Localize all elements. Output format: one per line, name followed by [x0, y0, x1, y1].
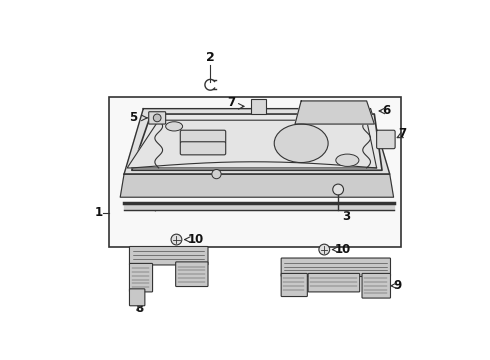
Ellipse shape: [274, 124, 328, 163]
FancyBboxPatch shape: [281, 258, 391, 276]
Text: 3: 3: [342, 210, 350, 223]
Polygon shape: [127, 120, 377, 168]
Text: 1: 1: [95, 206, 102, 219]
FancyBboxPatch shape: [180, 130, 226, 143]
Circle shape: [333, 184, 343, 195]
FancyBboxPatch shape: [308, 274, 360, 292]
Text: 9: 9: [393, 279, 402, 292]
FancyBboxPatch shape: [180, 142, 226, 155]
Text: 7: 7: [227, 96, 236, 109]
Bar: [109, 97, 401, 247]
Text: 8: 8: [136, 302, 144, 315]
Text: 6: 6: [382, 104, 390, 117]
FancyBboxPatch shape: [377, 130, 395, 149]
FancyBboxPatch shape: [149, 112, 166, 124]
Circle shape: [171, 234, 182, 245]
FancyBboxPatch shape: [175, 262, 208, 287]
FancyBboxPatch shape: [129, 289, 145, 306]
Text: 5: 5: [129, 111, 137, 125]
Polygon shape: [295, 101, 374, 124]
FancyBboxPatch shape: [362, 274, 391, 298]
Circle shape: [212, 170, 221, 179]
Ellipse shape: [166, 122, 183, 131]
Text: 4: 4: [148, 202, 156, 215]
Text: 10: 10: [335, 243, 351, 256]
FancyBboxPatch shape: [129, 264, 152, 292]
Text: 7: 7: [398, 127, 406, 140]
Polygon shape: [120, 174, 393, 197]
Text: 2: 2: [206, 50, 215, 64]
Circle shape: [153, 114, 161, 122]
Polygon shape: [124, 109, 390, 174]
Circle shape: [319, 244, 330, 255]
Polygon shape: [132, 114, 382, 170]
Ellipse shape: [336, 154, 359, 166]
FancyBboxPatch shape: [129, 247, 208, 265]
Text: 10: 10: [187, 233, 203, 246]
FancyBboxPatch shape: [281, 274, 307, 297]
